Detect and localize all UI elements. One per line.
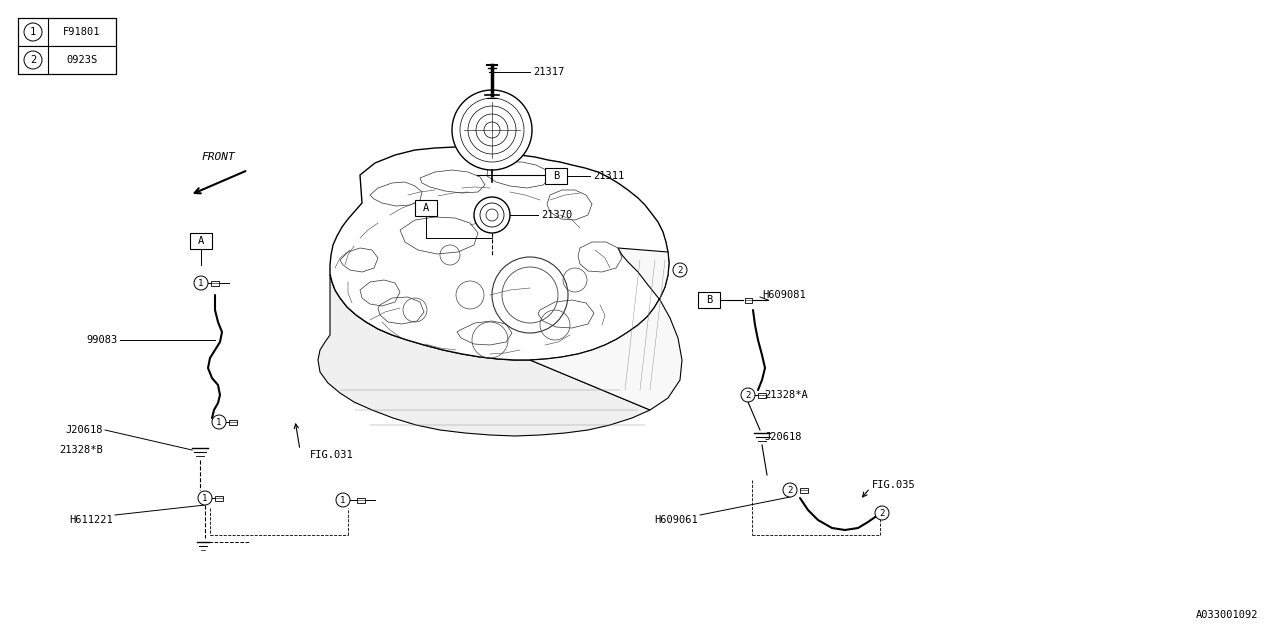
- Text: A033001092: A033001092: [1196, 610, 1258, 620]
- Text: 21328*B: 21328*B: [59, 445, 102, 455]
- Text: 2: 2: [29, 55, 36, 65]
- Polygon shape: [330, 147, 669, 360]
- Text: F91801: F91801: [63, 27, 101, 37]
- Text: 0923S: 0923S: [67, 55, 97, 65]
- Text: H609061: H609061: [654, 515, 698, 525]
- Bar: [189, 233, 212, 249]
- Circle shape: [198, 491, 212, 505]
- Bar: [698, 292, 719, 308]
- Circle shape: [24, 51, 42, 69]
- Bar: [357, 497, 365, 502]
- Circle shape: [335, 493, 349, 507]
- Circle shape: [212, 415, 227, 429]
- Polygon shape: [530, 248, 682, 410]
- Bar: [545, 168, 567, 184]
- Text: 21311: 21311: [593, 171, 625, 181]
- Bar: [211, 280, 219, 285]
- Text: 2: 2: [879, 509, 884, 518]
- Text: B: B: [553, 171, 559, 181]
- Text: 2: 2: [787, 486, 792, 495]
- Bar: [415, 200, 436, 216]
- Circle shape: [673, 263, 687, 277]
- Bar: [745, 298, 751, 303]
- Text: J20618: J20618: [65, 425, 102, 435]
- Text: A: A: [198, 236, 204, 246]
- Circle shape: [24, 23, 42, 41]
- Circle shape: [452, 90, 532, 170]
- Text: 1: 1: [29, 27, 36, 37]
- Text: H609081: H609081: [762, 290, 805, 300]
- Text: 1: 1: [198, 278, 204, 287]
- Text: 2: 2: [677, 266, 682, 275]
- Bar: [758, 392, 765, 397]
- Text: 1: 1: [216, 417, 221, 426]
- Bar: [18, 46, 116, 74]
- Text: FIG.035: FIG.035: [872, 480, 915, 490]
- Circle shape: [474, 197, 509, 233]
- Text: 1: 1: [340, 495, 346, 504]
- Circle shape: [783, 483, 797, 497]
- Bar: [18, 18, 116, 46]
- Text: 2: 2: [745, 390, 750, 399]
- Circle shape: [876, 506, 890, 520]
- Text: 21370: 21370: [541, 210, 572, 220]
- Text: A: A: [422, 203, 429, 213]
- Text: 21328*A: 21328*A: [764, 390, 808, 400]
- Text: FIG.031: FIG.031: [310, 450, 353, 460]
- Bar: [229, 419, 237, 424]
- Text: H611221: H611221: [69, 515, 113, 525]
- Circle shape: [741, 388, 755, 402]
- Polygon shape: [317, 274, 650, 436]
- Text: J20618: J20618: [764, 432, 801, 442]
- Text: 21317: 21317: [532, 67, 564, 77]
- Bar: [800, 488, 808, 493]
- Text: FRONT: FRONT: [201, 152, 236, 162]
- Bar: [18, 18, 116, 74]
- Text: 99083: 99083: [87, 335, 118, 345]
- Text: 1: 1: [202, 493, 207, 502]
- Circle shape: [195, 276, 207, 290]
- Bar: [215, 495, 223, 500]
- Text: B: B: [705, 295, 712, 305]
